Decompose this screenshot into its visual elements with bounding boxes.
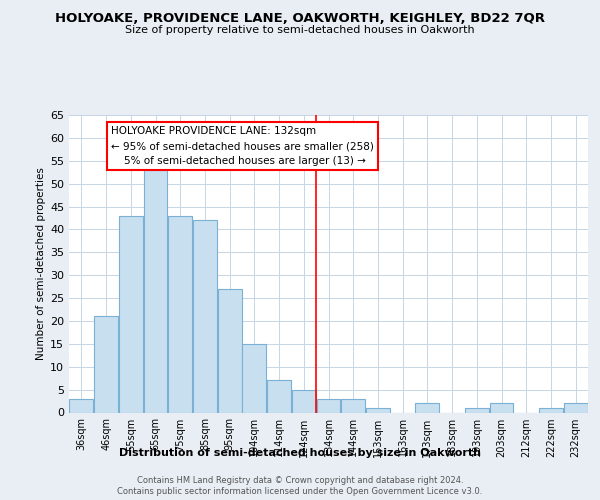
Bar [465, 408, 489, 412]
Text: Contains HM Land Registry data © Crown copyright and database right 2024.: Contains HM Land Registry data © Crown c… [137, 476, 463, 485]
Bar [292, 390, 316, 412]
Bar [218, 289, 242, 412]
Bar [539, 408, 563, 412]
Bar [193, 220, 217, 412]
Text: Size of property relative to semi-detached houses in Oakworth: Size of property relative to semi-detach… [125, 25, 475, 35]
Bar [267, 380, 291, 412]
Bar [94, 316, 118, 412]
Bar [70, 399, 94, 412]
Bar [490, 404, 514, 412]
Bar [341, 399, 365, 412]
Bar [119, 216, 143, 412]
Bar [143, 170, 167, 412]
Bar [415, 404, 439, 412]
Bar [366, 408, 390, 412]
Bar [168, 216, 192, 412]
Text: Distribution of semi-detached houses by size in Oakworth: Distribution of semi-detached houses by … [119, 448, 481, 458]
Bar [242, 344, 266, 412]
Text: HOLYOAKE, PROVIDENCE LANE, OAKWORTH, KEIGHLEY, BD22 7QR: HOLYOAKE, PROVIDENCE LANE, OAKWORTH, KEI… [55, 12, 545, 26]
Text: HOLYOAKE PROVIDENCE LANE: 132sqm
← 95% of semi-detached houses are smaller (258): HOLYOAKE PROVIDENCE LANE: 132sqm ← 95% o… [111, 126, 374, 166]
Y-axis label: Number of semi-detached properties: Number of semi-detached properties [36, 168, 46, 360]
Bar [317, 399, 340, 412]
Text: Contains public sector information licensed under the Open Government Licence v3: Contains public sector information licen… [118, 488, 482, 496]
Bar [563, 404, 587, 412]
